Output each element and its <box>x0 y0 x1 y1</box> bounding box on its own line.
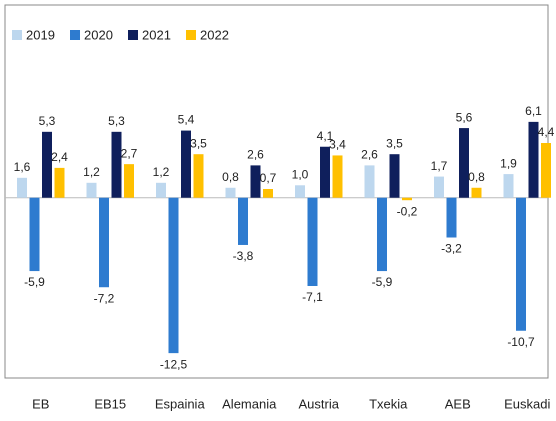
value-label: -10,7 <box>507 335 535 349</box>
legend-label: 2019 <box>26 27 55 42</box>
value-label: 2,6 <box>247 148 264 162</box>
value-label: 3,5 <box>190 136 207 150</box>
value-label: -7,1 <box>302 290 323 304</box>
legend-label: 2021 <box>142 27 171 42</box>
legend-swatch <box>12 30 22 40</box>
bar <box>541 143 551 198</box>
bar <box>99 197 109 288</box>
value-label: 1,7 <box>431 159 448 173</box>
value-label: 1,2 <box>83 165 100 179</box>
bar <box>516 197 526 331</box>
x-tick-label: Austria <box>299 396 340 411</box>
bar <box>17 177 27 198</box>
bar <box>193 154 204 198</box>
bar <box>307 197 318 286</box>
bar <box>250 165 261 198</box>
bar <box>225 187 236 198</box>
value-label: 6,1 <box>525 104 542 118</box>
value-label: -12,5 <box>160 357 188 371</box>
value-label: -7,2 <box>94 291 115 305</box>
legend-label: 2020 <box>84 27 113 42</box>
bar <box>86 182 97 198</box>
bar <box>295 185 305 198</box>
bar <box>377 197 387 272</box>
x-tick-label: Txekia <box>369 396 408 411</box>
bar <box>156 182 166 198</box>
x-tick-label: EB15 <box>94 396 126 411</box>
value-label: 1,6 <box>14 160 31 174</box>
bar <box>42 131 52 198</box>
bar <box>434 176 444 198</box>
value-label: 4,4 <box>538 125 555 139</box>
value-label: 1,9 <box>500 156 517 170</box>
bar <box>124 164 134 198</box>
value-label: 3,4 <box>329 138 346 152</box>
bar <box>168 197 179 354</box>
bar <box>503 174 514 198</box>
value-label: 5,4 <box>178 113 195 127</box>
bar <box>263 189 273 198</box>
bar <box>29 197 40 272</box>
x-tick-label: Espainia <box>155 396 206 411</box>
legend-swatch <box>186 30 196 40</box>
value-label: 1,2 <box>153 165 170 179</box>
legend-label: 2022 <box>200 27 229 42</box>
value-label: 5,3 <box>108 114 125 128</box>
value-label: 4,1 <box>317 129 334 143</box>
x-tick-label: Euskadi <box>504 396 550 411</box>
bar <box>402 197 412 201</box>
legend-swatch <box>128 30 138 40</box>
bar <box>320 146 330 198</box>
x-tick-label: Alemania <box>222 396 277 411</box>
bar <box>389 154 400 198</box>
value-label: 3,5 <box>386 136 403 150</box>
value-label: 1,0 <box>292 167 309 181</box>
value-label: -3,8 <box>233 249 254 263</box>
bar <box>446 197 457 238</box>
value-label: 0,8 <box>468 170 485 184</box>
bar <box>332 155 343 198</box>
x-tick-label: AEB <box>445 396 471 411</box>
legend-swatch <box>70 30 80 40</box>
value-label: 5,3 <box>39 114 56 128</box>
bar <box>238 197 248 245</box>
value-label: -0,2 <box>397 204 418 218</box>
value-label: 2,6 <box>361 148 378 162</box>
value-label: -5,9 <box>24 275 45 289</box>
bar <box>54 167 65 198</box>
x-tick-label: EB <box>32 396 49 411</box>
bar <box>111 131 122 198</box>
bar <box>181 130 191 198</box>
bar <box>364 165 375 198</box>
bar <box>471 187 482 198</box>
bar <box>459 128 469 198</box>
value-label: 0,8 <box>222 170 239 184</box>
value-label: -3,2 <box>441 242 462 256</box>
value-label: 2,7 <box>121 146 138 160</box>
value-label: 2,4 <box>51 150 68 164</box>
value-label: 5,6 <box>456 110 473 124</box>
bar <box>528 121 539 198</box>
value-label: 0,7 <box>260 171 277 185</box>
value-label: -5,9 <box>372 275 393 289</box>
